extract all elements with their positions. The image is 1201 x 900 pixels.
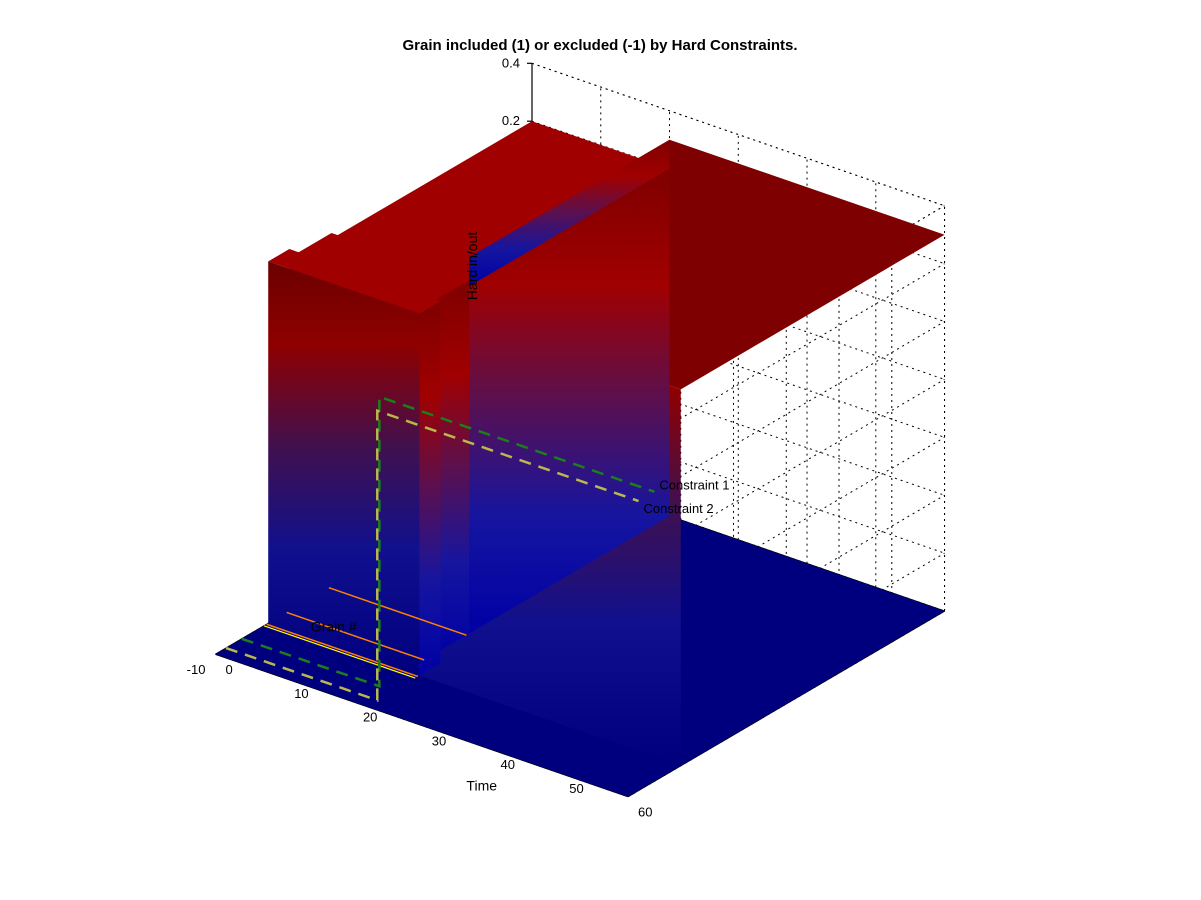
axes-3d: -1-0.8-0.6-0.4-0.200.20.4-10010203040500…	[187, 55, 945, 819]
y-axis-label: Grain #	[311, 618, 357, 634]
svg-text:30: 30	[432, 733, 446, 748]
svg-text:60: 60	[638, 805, 652, 820]
svg-text:0.4: 0.4	[502, 55, 520, 70]
chart-3d-surface: Grain included (1) or excluded (-1) by H…	[0, 0, 1201, 900]
plot-svg: Grain included (1) or excluded (-1) by H…	[0, 0, 1201, 900]
constraint-2-label: Constraint 2	[644, 501, 714, 516]
svg-text:-10: -10	[187, 662, 206, 677]
svg-text:50: 50	[569, 781, 583, 796]
svg-text:20: 20	[363, 710, 377, 725]
chart-title: Grain included (1) or excluded (-1) by H…	[402, 37, 797, 54]
x-axis-label: Time	[466, 777, 497, 793]
svg-text:10: 10	[294, 686, 308, 701]
svg-text:0.2: 0.2	[502, 113, 520, 128]
constraint-1-label: Constraint 1	[659, 478, 729, 493]
svg-text:40: 40	[500, 757, 514, 772]
z-axis-label: Hard in/out	[464, 232, 480, 301]
svg-text:0: 0	[225, 662, 232, 677]
